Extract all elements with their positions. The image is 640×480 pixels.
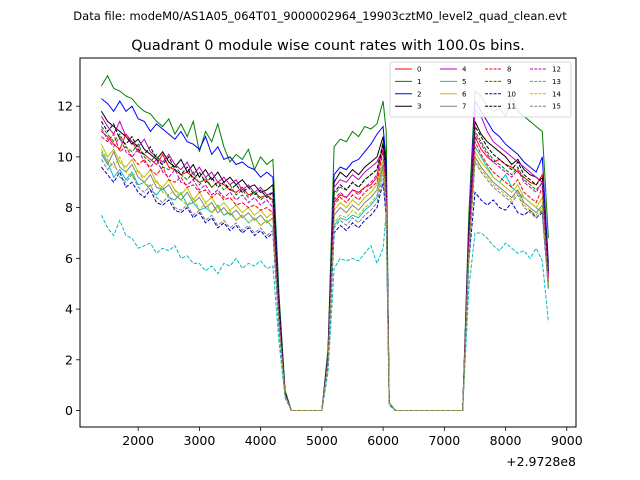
x-offset-label: +2.9728e8: [506, 454, 576, 469]
x-tick-label: 9000: [551, 433, 583, 448]
legend-label-5: 5: [462, 78, 466, 86]
y-tick-label: 8: [65, 200, 73, 215]
chart-title: Quadrant 0 module wise count rates with …: [131, 38, 525, 54]
x-tick-label: 4000: [245, 433, 277, 448]
series-line-13: [100, 212, 549, 411]
legend-label-0: 0: [417, 66, 421, 74]
series-line-9: [101, 126, 549, 411]
x-tick-label: 2000: [122, 433, 154, 448]
x-tick-label: 6000: [367, 433, 399, 448]
legend-label-9: 9: [507, 78, 511, 86]
y-tick-label: 2: [65, 352, 73, 367]
legend-label-14: 14: [552, 90, 561, 98]
legend-label-13: 13: [552, 78, 561, 86]
legend-label-3: 3: [417, 103, 421, 111]
x-tick-label: 5000: [306, 433, 338, 448]
y-tick-label: 4: [65, 302, 73, 317]
y-tick-label: 6: [65, 251, 73, 266]
series-line-12: [100, 128, 549, 411]
legend-label-6: 6: [462, 90, 467, 98]
legend-label-12: 12: [552, 66, 561, 74]
data-file-caption: Data file: modeM0/AS1A05_064T01_90000029…: [73, 9, 567, 23]
legend-label-10: 10: [507, 90, 516, 98]
plot-frame: [79, 57, 577, 428]
y-tick-label: 10: [57, 149, 73, 164]
series-line-15: [100, 159, 549, 411]
legend-label-2: 2: [417, 90, 421, 98]
legend-box: [389, 61, 572, 118]
y-tick-label: 0: [65, 403, 73, 418]
axes-layer: 2000 3000 4000 5000 6000 7000 8000 9000 0 2 4 6 8 10 1…: [57, 99, 583, 448]
y-tick-label: 12: [57, 99, 73, 114]
series-layer: [100, 74, 549, 411]
legend-label-1: 1: [417, 78, 421, 86]
x-tick-label: 3000: [184, 433, 216, 448]
legend-label-8: 8: [507, 66, 511, 74]
legend-label-4: 4: [462, 66, 467, 74]
legend-label-11: 11: [507, 103, 516, 111]
x-tick-label: 8000: [490, 433, 522, 448]
legend-label-15: 15: [552, 103, 561, 111]
legend-label-7: 7: [462, 103, 466, 111]
x-tick-label: 7000: [428, 433, 460, 448]
